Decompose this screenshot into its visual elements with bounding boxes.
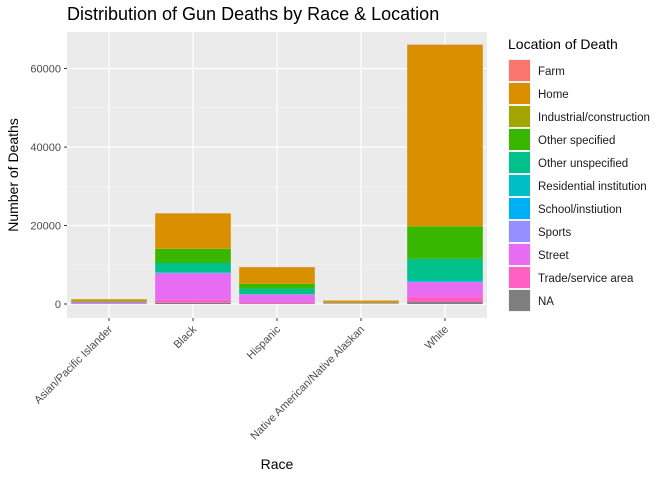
bar-segment — [239, 283, 315, 289]
bar-segment — [407, 225, 483, 227]
legend-swatch — [509, 106, 530, 127]
bar-segment — [407, 282, 483, 297]
bar-segment — [407, 280, 483, 282]
legend-item: Other specified — [508, 128, 615, 151]
bar-segment — [407, 296, 483, 303]
y-tick-label: 0 — [55, 299, 61, 311]
legend-swatch — [509, 60, 530, 81]
bar-segment — [239, 267, 315, 284]
legend-swatch — [509, 152, 530, 173]
legend-swatch — [509, 175, 530, 196]
legend-label: Other specified — [538, 135, 615, 147]
y-tick-label: 40000 — [30, 142, 61, 154]
x-axis: Asian/Pacific Islander Black HispanicNativ… — [32, 318, 451, 442]
legend-label: Home — [538, 89, 569, 101]
y-axis: 0 20000 40000 60000 — [30, 64, 67, 311]
legend-label: Street — [538, 250, 569, 262]
bars — [71, 44, 483, 304]
bar-segment — [407, 45, 483, 226]
y-axis-title: Number of Deaths — [5, 118, 21, 232]
x-axis-title: Race — [261, 456, 294, 472]
y-tick-label: 20000 — [30, 221, 61, 233]
legend-label: School/instiution — [538, 204, 622, 216]
x-tick-label: Hispanic — [245, 323, 284, 362]
legend-swatch — [509, 290, 530, 311]
bar-segment — [155, 248, 231, 263]
legend-item: Industrial/construction — [508, 105, 650, 128]
x-tick-label: Asian/Pacific Islander — [32, 323, 115, 406]
legend-item: Residential institution — [508, 174, 647, 197]
bar-segment — [71, 301, 147, 302]
legend-item: Home — [508, 82, 569, 105]
legend-label: Other unspecified — [538, 158, 628, 170]
bar-segment — [71, 302, 147, 304]
legend-item: Trade/service area — [508, 266, 634, 289]
bar-segment — [407, 302, 483, 304]
bar-segment — [155, 299, 231, 303]
x-tick-label: Black — [172, 323, 200, 351]
legend-swatch — [509, 198, 530, 219]
legend: Location of Death Farm Home Industrial/con… — [508, 36, 650, 312]
bar-segment — [71, 301, 147, 303]
legend-swatch — [509, 244, 530, 265]
legend-label: Sports — [538, 227, 571, 239]
chart-title: Distribution of Gun Deaths by Race & Loc… — [67, 4, 439, 24]
legend-label: Residential institution — [538, 181, 647, 193]
legend-item: School/instiution — [508, 197, 622, 220]
bar-segment — [71, 299, 147, 302]
legend-item: Farm — [508, 59, 565, 82]
legend-label: Industrial/construction — [538, 112, 650, 124]
legend-swatch — [509, 267, 530, 288]
legend-label: Farm — [538, 66, 565, 78]
legend-item: Other unspecified — [508, 151, 628, 174]
bar-segment — [239, 288, 315, 295]
bar-segment — [407, 281, 483, 283]
legend-item: NA — [508, 289, 554, 312]
legend-swatch — [509, 221, 530, 242]
bar-segment — [155, 273, 231, 300]
y-tick-label: 60000 — [30, 64, 61, 76]
bar-segment — [407, 226, 483, 259]
x-tick-label: White — [423, 324, 451, 352]
bar-segment — [155, 262, 231, 273]
legend-swatch — [509, 129, 530, 150]
legend-label: NA — [538, 296, 554, 308]
bar-segment — [155, 302, 231, 304]
bar-segment — [323, 300, 399, 303]
legend-label: Trade/service area — [538, 273, 634, 285]
legend-item: Street — [508, 243, 569, 266]
legend-swatch — [509, 83, 530, 104]
bar-segment — [239, 294, 315, 303]
bar-segment — [239, 302, 315, 304]
legend-title: Location of Death — [508, 36, 618, 52]
bar-segment — [155, 213, 231, 249]
legend-item: Sports — [508, 220, 571, 243]
bar-segment — [407, 258, 483, 281]
